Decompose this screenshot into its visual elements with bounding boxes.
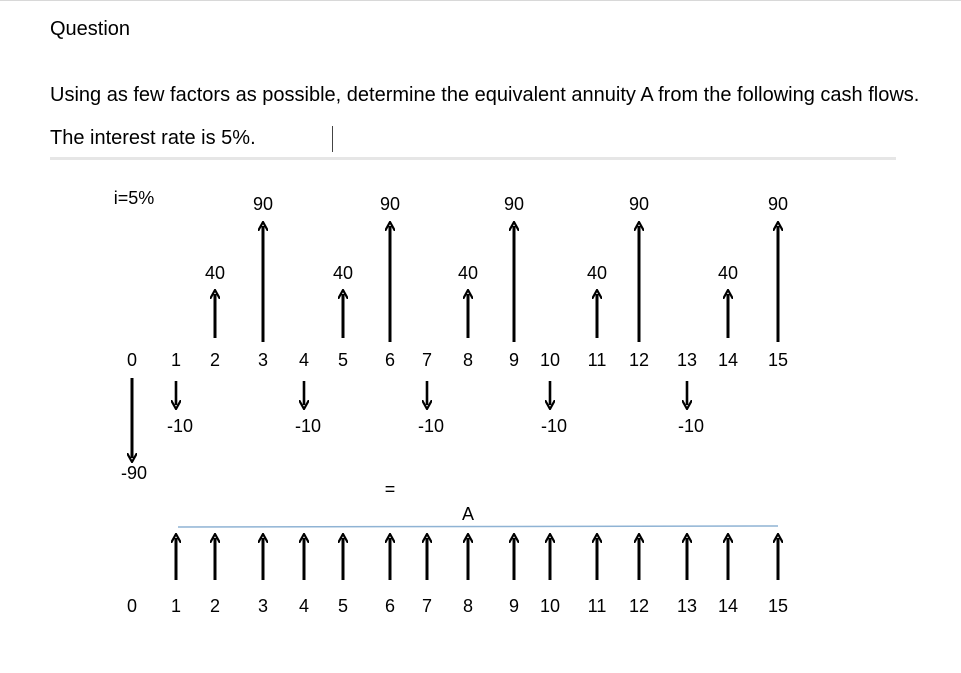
period-label-top: 8	[463, 350, 473, 370]
question-text: Using as few factors as possible, determ…	[50, 74, 930, 160]
cash-inflow-label-90: 90	[629, 194, 649, 214]
text-cursor	[331, 125, 333, 152]
period-label-top: 10	[540, 350, 560, 370]
period-label-bottom: 10	[540, 596, 560, 616]
period-label-bottom: 5	[338, 596, 348, 616]
period-label-bottom: 12	[629, 596, 649, 616]
cash-outflow-label-10: -10	[295, 416, 321, 436]
period-label-top: 7	[422, 350, 432, 370]
equals-sign: =	[385, 479, 396, 499]
cash-outflow-label-10: -10	[167, 416, 193, 436]
cash-inflow-label-90: 90	[380, 194, 400, 214]
cash-outflow-label-90: -90	[121, 463, 147, 483]
period-label-top: 4	[299, 350, 309, 370]
period-label-bottom: 14	[718, 596, 738, 616]
question-heading: Question	[50, 18, 131, 40]
period-label-top: 6	[385, 350, 395, 370]
cash-inflow-label-40: 40	[718, 263, 738, 283]
period-label-top: 3	[258, 350, 268, 370]
period-label-top: 2	[210, 350, 220, 370]
cash-inflow-label-40: 40	[587, 263, 607, 283]
period-label-top: 13	[677, 350, 697, 370]
cash-outflow-label-10: -10	[678, 416, 704, 436]
cash-inflow-label-40: 40	[333, 263, 353, 283]
period-label-bottom: 13	[677, 596, 697, 616]
period-label-top: 0	[127, 350, 137, 370]
cash-inflow-label-40: 40	[205, 263, 225, 283]
period-label-bottom: 8	[463, 596, 473, 616]
period-label-bottom: 4	[299, 596, 309, 616]
period-label-bottom: 0	[127, 596, 137, 616]
cash-inflow-label-90: 90	[253, 194, 273, 214]
period-label-bottom: 7	[422, 596, 432, 616]
interest-rate-label: i=5%	[114, 188, 155, 208]
annuity-label: A	[462, 504, 474, 524]
period-label-top: 5	[338, 350, 348, 370]
period-label-top: 14	[718, 350, 738, 370]
period-label-top: 1	[171, 350, 181, 370]
cash-outflow-label-10: -10	[418, 416, 444, 436]
cash-inflow-label-90: 90	[768, 194, 788, 214]
period-label-bottom: 6	[385, 596, 395, 616]
period-label-bottom: 11	[588, 596, 607, 616]
cash-inflow-label-90: 90	[504, 194, 524, 214]
period-label-top: 12	[629, 350, 649, 370]
top-rule	[0, 0, 961, 1]
period-label-bottom: 9	[509, 596, 519, 616]
cash-inflow-label-40: 40	[458, 263, 478, 283]
period-label-bottom: 2	[210, 596, 220, 616]
period-label-top: 15	[768, 350, 788, 370]
annuity-level-line	[177, 525, 779, 528]
period-label-bottom: 3	[258, 596, 268, 616]
period-label-top: 9	[509, 350, 519, 370]
period-label-bottom: 15	[768, 596, 788, 616]
question-body: Using as few factors as possible, determ…	[50, 84, 920, 149]
cash-outflow-label-10: -10	[541, 416, 567, 436]
separator-rule	[50, 157, 896, 160]
period-label-bottom: 1	[171, 596, 181, 616]
period-label-top: 11	[588, 350, 607, 370]
